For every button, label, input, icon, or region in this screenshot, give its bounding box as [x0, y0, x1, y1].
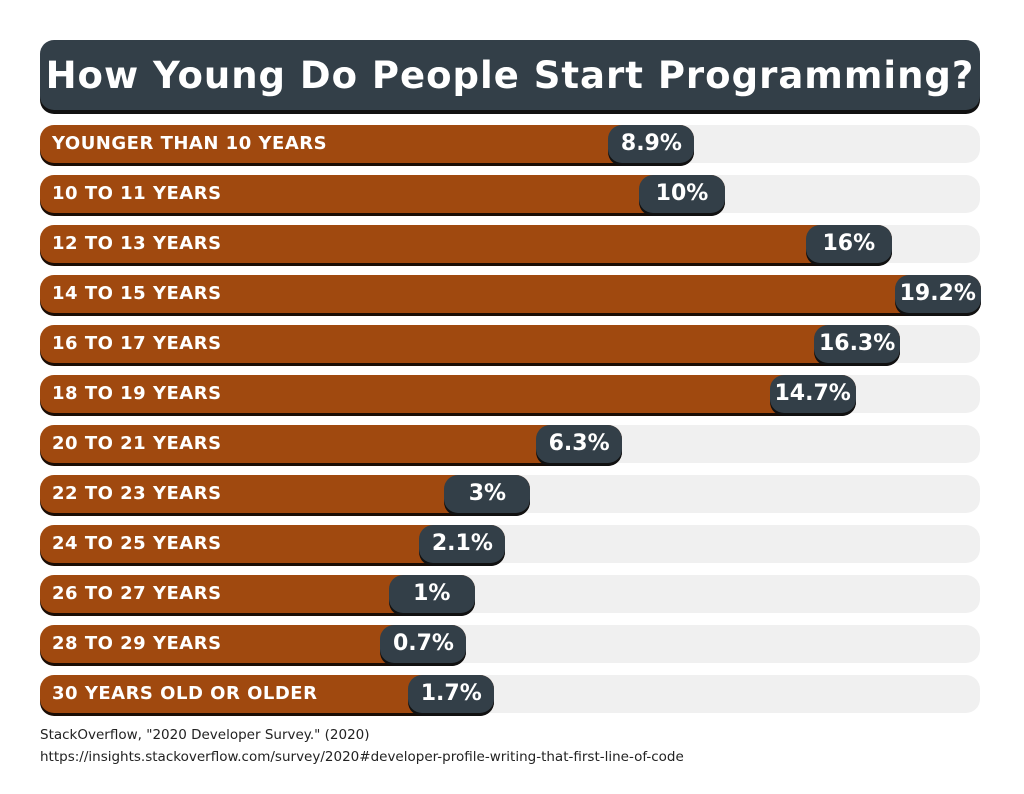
data-label: 3% — [444, 475, 531, 513]
category-label: 12 TO 13 YEARS — [52, 233, 222, 254]
bar-track: 18 TO 19 YEARS 14.7% — [40, 375, 980, 413]
bar-track: 24 TO 25 YEARS 2.1% — [40, 525, 980, 563]
category-label: 16 TO 17 YEARS — [52, 333, 222, 354]
category-label: 26 TO 27 YEARS — [52, 583, 222, 604]
bar: 24 TO 25 YEARS 2.1% — [40, 525, 506, 563]
bar: 12 TO 13 YEARS 16% — [40, 225, 892, 263]
title-banner: How Young Do People Start Programming? — [40, 40, 980, 110]
bar: 30 YEARS OLD OR OLDER 1.7% — [40, 675, 495, 713]
bar-track: 16 TO 17 YEARS 16.3% — [40, 325, 980, 363]
category-label: 14 TO 15 YEARS — [52, 283, 222, 304]
category-label: 22 TO 23 YEARS — [52, 483, 222, 504]
data-label: 6.3% — [536, 425, 623, 463]
bar: 18 TO 19 YEARS 14.7% — [40, 375, 856, 413]
data-label: 10% — [639, 175, 725, 213]
bar: 10 TO 11 YEARS 10% — [40, 175, 725, 213]
bar: 28 TO 29 YEARS 0.7% — [40, 625, 467, 663]
data-label: 8.9% — [608, 125, 695, 163]
data-label: 2.1% — [419, 525, 506, 563]
chart-title: How Young Do People Start Programming? — [45, 53, 975, 97]
category-label: 24 TO 25 YEARS — [52, 533, 222, 554]
data-label: 16% — [805, 225, 892, 263]
category-label: 10 TO 11 YEARS — [52, 183, 222, 204]
bar: YOUNGER THAN 10 YEARS 8.9% — [40, 125, 695, 163]
bar: 14 TO 15 YEARS 19.2% — [40, 275, 981, 313]
source-citation: StackOverflow, "2020 Developer Survey." … — [40, 727, 370, 743]
bar-track: 22 TO 23 YEARS 3% — [40, 475, 980, 513]
source-note: StackOverflow, "2020 Developer Survey." … — [40, 724, 684, 768]
category-label: 18 TO 19 YEARS — [52, 383, 222, 404]
data-label: 1.7% — [408, 675, 495, 713]
category-label: 30 YEARS OLD OR OLDER — [52, 683, 318, 704]
bar-track: 12 TO 13 YEARS 16% — [40, 225, 980, 263]
data-label: 16.3% — [814, 325, 901, 363]
category-label: 20 TO 21 YEARS — [52, 433, 222, 454]
bar-track: 26 TO 27 YEARS 1% — [40, 575, 980, 613]
bar-track: YOUNGER THAN 10 YEARS 8.9% — [40, 125, 980, 163]
bar: 26 TO 27 YEARS 1% — [40, 575, 475, 613]
bar-track: 20 TO 21 YEARS 6.3% — [40, 425, 980, 463]
data-label: 14.7% — [769, 375, 856, 413]
bar-track: 10 TO 11 YEARS 10% — [40, 175, 980, 213]
bar-track: 30 YEARS OLD OR OLDER 1.7% — [40, 675, 980, 713]
data-label: 0.7% — [380, 625, 467, 663]
bar: 16 TO 17 YEARS 16.3% — [40, 325, 901, 363]
bar-track: 14 TO 15 YEARS 19.2% — [40, 275, 981, 313]
category-label: 28 TO 29 YEARS — [52, 633, 222, 654]
bar: 22 TO 23 YEARS 3% — [40, 475, 531, 513]
source-url[interactable]: https://insights.stackoverflow.com/surve… — [40, 749, 684, 765]
bar-track: 28 TO 29 YEARS 0.7% — [40, 625, 980, 663]
data-label: 19.2% — [894, 275, 981, 313]
category-label: YOUNGER THAN 10 YEARS — [52, 133, 328, 154]
bar: 20 TO 21 YEARS 6.3% — [40, 425, 623, 463]
data-label: 1% — [388, 575, 475, 613]
